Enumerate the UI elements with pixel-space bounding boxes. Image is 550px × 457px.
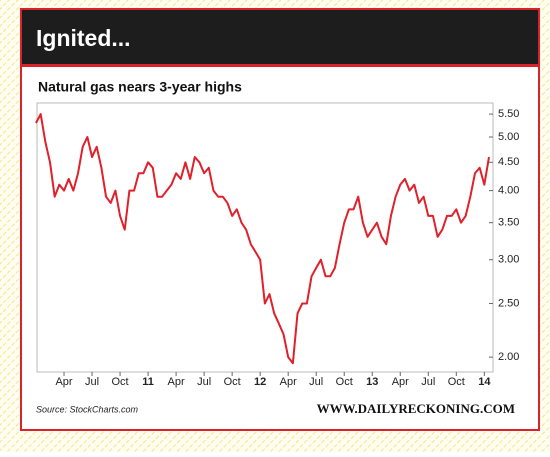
x-tick-label: Oct	[336, 376, 353, 388]
header-bar	[22, 10, 538, 64]
credit: WWW.DAILYRECKONING.COM	[317, 401, 515, 416]
y-tick-label: 3.00	[498, 254, 519, 266]
y-tick-label: 2.50	[498, 297, 519, 309]
x-tick-label: Oct	[448, 376, 465, 388]
x-tick-label: Jul	[421, 376, 435, 388]
y-tick-label: 5.50	[498, 108, 519, 120]
x-tick-label: Apr	[392, 376, 409, 388]
x-tick-label: 13	[366, 376, 378, 388]
y-tick-label: 3.50	[498, 217, 519, 229]
x-tick-label: Apr	[280, 376, 297, 388]
header-rule	[22, 64, 538, 67]
x-tick-label: Apr	[55, 376, 72, 388]
y-tick-label: 5.00	[498, 131, 519, 143]
x-tick-label: 14	[478, 376, 491, 388]
x-tick-label: Jul	[85, 376, 99, 388]
x-tick-label: Apr	[168, 376, 185, 388]
source-note: Source: StockCharts.com	[36, 404, 139, 414]
chart-title: Ignited...	[36, 25, 131, 51]
x-tick-label: Oct	[111, 376, 128, 388]
x-tick-label: 12	[254, 376, 266, 388]
x-tick-label: Jul	[197, 376, 211, 388]
y-tick-label: 4.00	[498, 185, 519, 197]
y-tick-label: 2.00	[498, 351, 519, 363]
plot-area	[36, 102, 494, 373]
price-line	[35, 113, 490, 365]
x-tick-label: 11	[142, 376, 154, 388]
x-tick-label: Jul	[309, 376, 323, 388]
x-tick-label: Oct	[224, 376, 241, 388]
chart-subtitle: Natural gas nears 3-year highs	[38, 79, 242, 95]
y-tick-label: 4.50	[498, 156, 519, 168]
